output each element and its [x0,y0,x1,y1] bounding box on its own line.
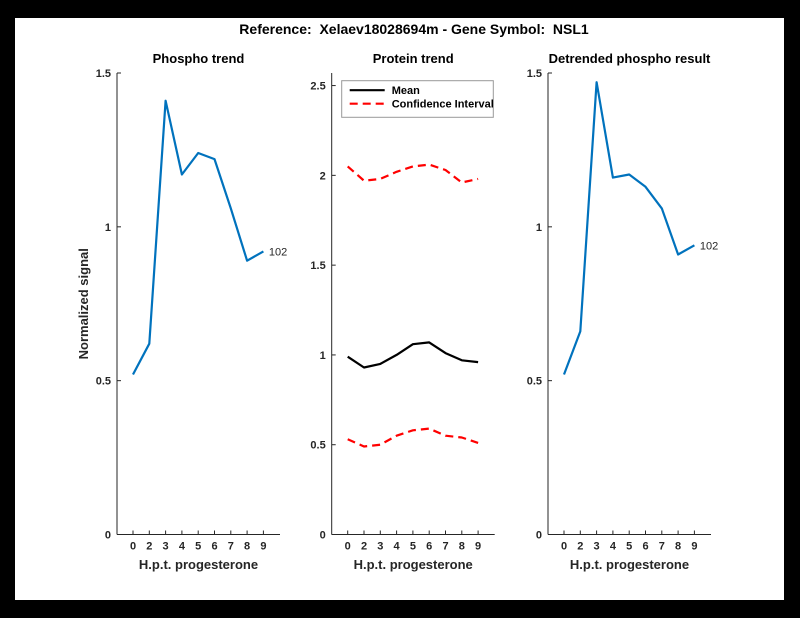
y-tick-label: 0 [320,530,326,542]
x-tick-label: 3 [377,541,383,553]
x-tick-label: 2 [146,541,152,553]
series-line-phospho-signal [132,99,264,376]
x-tick-label: 9 [475,541,481,553]
subplot-title: Phospho trend [153,51,245,66]
y-tick-label: 0.5 [310,440,325,452]
x-tick-label: 5 [626,541,632,553]
legend: Mean Confidence Interval [341,80,494,118]
series-line-mean [347,341,479,369]
x-tick-label: 9 [260,541,266,553]
y-tick-label: 1 [536,222,542,234]
x-axis-label: H.p.t. progesterone [139,557,258,572]
x-tick-label: 2 [577,541,583,553]
x-tick-label: 8 [244,541,250,553]
x-axis-label: H.p.t. progesterone [570,557,689,572]
y-tick-label: 1.5 [96,68,111,80]
legend-entry-label: Confidence Interval [392,99,494,111]
subplot-title: Detrended phospho result [549,51,711,66]
x-tick-label: 6 [426,541,432,553]
y-tick-label: 1 [320,350,326,362]
x-tick-label: 7 [659,541,665,553]
y-tick-label: 1 [105,222,111,234]
x-tick-label: 4 [610,541,617,553]
x-tick-label: 4 [394,541,401,553]
x-tick-label: 6 [211,541,217,553]
series-line-confidence-interval-upper [346,163,479,184]
y-tick-label: 2.5 [310,81,325,93]
y-axis-label: Normalized signal [76,248,91,359]
matlab-figure-canvas: Reference: Xelaev18028694m - Gene Symbol… [15,18,784,600]
figure-title: Reference: Xelaev18028694m - Gene Symbol… [239,21,589,37]
x-tick-label: 9 [691,541,697,553]
series-end-label: 102 [700,240,718,252]
y-tick-label: 2 [320,170,326,182]
x-tick-label: 2 [361,541,367,553]
series-end-label: 102 [269,246,287,258]
x-tick-label: 8 [675,541,681,553]
subplot-title: Protein trend [373,51,454,66]
x-tick-label: 5 [195,541,201,553]
x-tick-label: 0 [561,541,567,553]
x-tick-label: 8 [459,541,465,553]
y-tick-label: 0.5 [527,376,542,388]
x-tick-label: 0 [130,541,136,553]
y-tick-label: 1.5 [527,68,542,80]
x-tick-label: 4 [179,541,186,553]
series-line-detrended-phospho-signal [562,81,695,375]
x-tick-label: 6 [642,541,648,553]
x-tick-label: 7 [442,541,448,553]
legend-entry-label: Mean [392,85,420,97]
x-tick-label: 3 [163,541,169,553]
series-line-confidence-interval-lower [347,427,479,448]
y-tick-label: 0.5 [96,376,111,388]
x-axis-label: H.p.t. progesterone [354,557,473,572]
x-tick-label: 3 [594,541,600,553]
y-tick-label: 1.5 [310,260,325,272]
y-tick-label: 0 [105,530,111,542]
legend-box [341,80,494,118]
x-tick-label: 5 [410,541,416,553]
y-tick-label: 0 [536,530,542,542]
x-tick-label: 7 [228,541,234,553]
x-tick-label: 0 [345,541,351,553]
